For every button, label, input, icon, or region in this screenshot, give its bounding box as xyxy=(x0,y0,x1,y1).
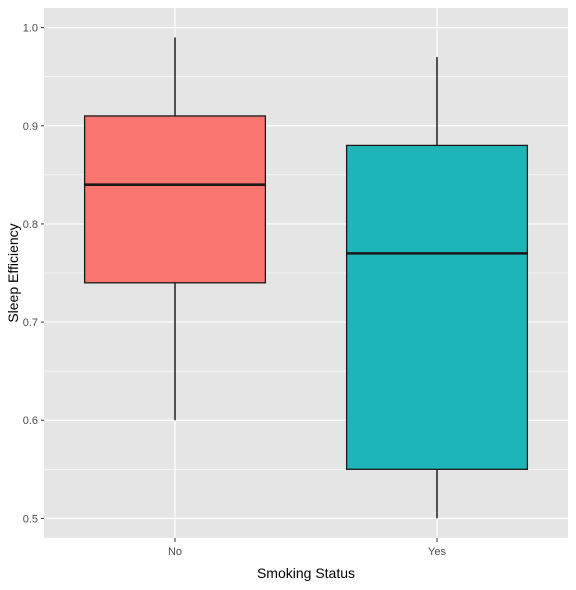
x-tick-label: No xyxy=(168,546,182,558)
y-axis: 0.5 0.6 0.7 0.8 0.9 1.0 xyxy=(23,23,44,525)
x-tick-label: Yes xyxy=(428,546,446,558)
y-axis-title: Sleep Efficiency xyxy=(5,223,21,322)
y-tick-label: 0.7 xyxy=(23,317,38,329)
x-axis: No Yes xyxy=(168,538,446,558)
y-tick-label: 0.6 xyxy=(23,415,38,427)
y-tick-label: 0.8 xyxy=(23,219,38,231)
y-tick-label: 1.0 xyxy=(23,23,38,35)
y-tick-label: 0.5 xyxy=(23,513,38,525)
x-axis-title: Smoking Status xyxy=(257,565,355,581)
box-series xyxy=(83,37,529,519)
y-tick-label: 0.9 xyxy=(23,121,38,133)
box-no xyxy=(83,115,267,284)
box-yes xyxy=(345,144,529,470)
